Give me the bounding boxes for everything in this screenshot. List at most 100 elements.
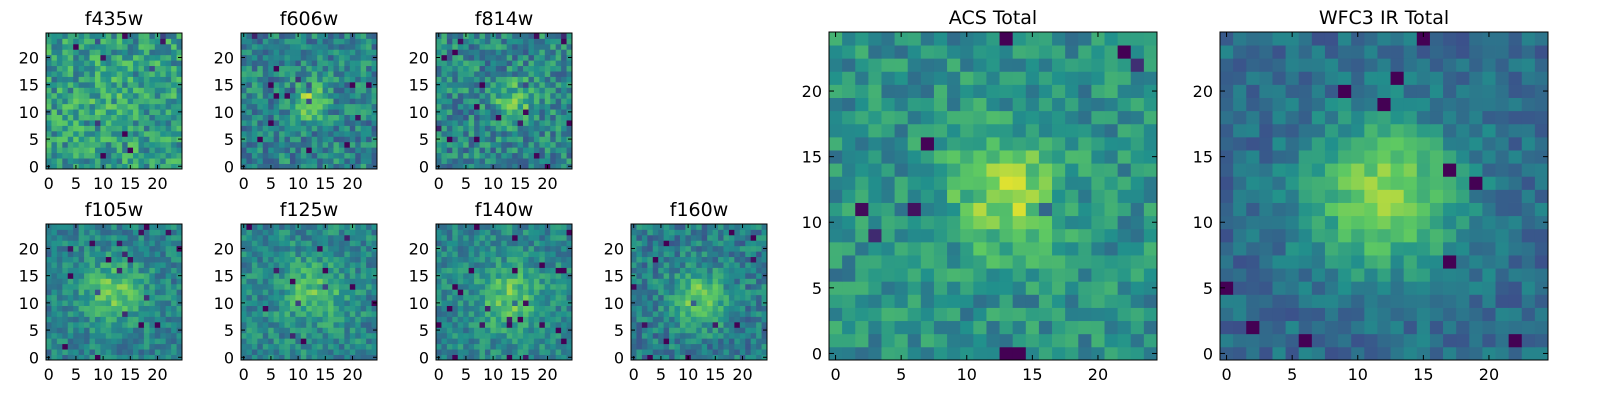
heatmap-cell bbox=[257, 65, 264, 72]
heatmap-cell bbox=[284, 98, 291, 105]
heatmap-cell bbox=[333, 76, 340, 83]
heatmap-cell bbox=[349, 136, 356, 143]
heatmap-cell bbox=[105, 103, 112, 110]
heatmap-cell bbox=[165, 224, 172, 230]
heatmap-cell bbox=[122, 125, 128, 132]
x-tick-label: 10 bbox=[93, 365, 113, 384]
heatmap-cell bbox=[457, 60, 464, 67]
heatmap-cell bbox=[295, 109, 302, 115]
heatmap-cell bbox=[333, 224, 340, 230]
heatmap-cell bbox=[268, 349, 275, 355]
heatmap-cell bbox=[317, 245, 323, 252]
heatmap-cell bbox=[349, 294, 356, 301]
heatmap-cell bbox=[84, 49, 90, 56]
heatmap-cell bbox=[441, 49, 448, 56]
heatmap-cell bbox=[284, 65, 291, 72]
heatmap-cell bbox=[165, 65, 172, 72]
heatmap-cell bbox=[317, 103, 323, 110]
heatmap-cell bbox=[371, 267, 378, 274]
heatmap-cell bbox=[658, 311, 665, 317]
heatmap-cell bbox=[501, 43, 508, 50]
heatmap-cell bbox=[441, 240, 448, 247]
heatmap-cell bbox=[295, 332, 302, 339]
heatmap-cell bbox=[160, 43, 167, 50]
heatmap-cell bbox=[517, 103, 524, 110]
heatmap-cell bbox=[528, 278, 535, 285]
heatmap-cell bbox=[328, 49, 334, 56]
heatmap-cell bbox=[506, 43, 513, 50]
heatmap-cell bbox=[333, 141, 340, 148]
heatmap-cell bbox=[273, 289, 280, 296]
heatmap-cell bbox=[279, 98, 285, 105]
heatmap-cell bbox=[333, 229, 340, 236]
heatmap-cell bbox=[51, 60, 58, 67]
heatmap-cell bbox=[734, 332, 741, 339]
heatmap-cell bbox=[463, 283, 470, 290]
heatmap-cell bbox=[94, 158, 101, 164]
heatmap-cell bbox=[171, 54, 177, 61]
heatmap-cell bbox=[100, 267, 107, 274]
heatmap-cell bbox=[268, 229, 275, 236]
heatmap-cell bbox=[51, 163, 58, 170]
heatmap-cell bbox=[674, 289, 681, 296]
heatmap-cell bbox=[344, 71, 351, 77]
heatmap-cell bbox=[127, 136, 134, 143]
heatmap-cell bbox=[349, 338, 356, 345]
heatmap-cell bbox=[501, 272, 508, 279]
heatmap-cell bbox=[100, 103, 107, 110]
heatmap-cell bbox=[94, 240, 101, 247]
heatmap-cell bbox=[284, 49, 291, 56]
heatmap-cell bbox=[171, 294, 177, 301]
heatmap-cell bbox=[94, 256, 101, 263]
heatmap-cell bbox=[669, 349, 675, 355]
heatmap-cell bbox=[138, 300, 145, 306]
heatmap-cell bbox=[539, 109, 546, 115]
heatmap-cell bbox=[56, 256, 63, 263]
heatmap-cell bbox=[127, 130, 134, 137]
heatmap-cell bbox=[246, 147, 253, 154]
heatmap-cell bbox=[452, 316, 459, 323]
heatmap-cell bbox=[73, 316, 80, 323]
heatmap-cell bbox=[165, 120, 172, 126]
heatmap-cell bbox=[490, 130, 497, 137]
heatmap-cell bbox=[46, 332, 52, 339]
heatmap-cell bbox=[468, 321, 475, 328]
heatmap-cell bbox=[295, 289, 302, 296]
heatmap-cell bbox=[468, 76, 475, 83]
heatmap-cell bbox=[143, 338, 150, 345]
heatmap-cell bbox=[641, 300, 648, 306]
x-tick-label: 5 bbox=[266, 365, 276, 384]
heatmap-cell bbox=[436, 87, 442, 94]
heatmap-cell bbox=[246, 76, 253, 83]
y-tick-label: 0 bbox=[224, 348, 234, 367]
heatmap-cell bbox=[78, 289, 85, 296]
heatmap-cell bbox=[463, 54, 470, 61]
heatmap-cell bbox=[446, 327, 453, 334]
heatmap-cell bbox=[561, 33, 567, 39]
heatmap-cell bbox=[344, 316, 351, 323]
heatmap-cell bbox=[143, 256, 150, 263]
heatmap-cell bbox=[658, 294, 665, 301]
heatmap-cell bbox=[111, 354, 118, 361]
heatmap-cell bbox=[506, 332, 513, 339]
heatmap-cell bbox=[533, 245, 540, 252]
heatmap-cell bbox=[143, 158, 150, 164]
heatmap-cell bbox=[111, 349, 118, 355]
heatmap-cell bbox=[322, 234, 329, 241]
heatmap-cell bbox=[84, 343, 90, 350]
heatmap-cell bbox=[718, 316, 724, 323]
heatmap-cell bbox=[154, 120, 161, 126]
heatmap-cell bbox=[46, 267, 52, 274]
heatmap-cell bbox=[262, 321, 269, 328]
heatmap-cell bbox=[279, 321, 285, 328]
heatmap-cell bbox=[452, 305, 459, 312]
heatmap-cell bbox=[468, 262, 475, 268]
heatmap-cell bbox=[501, 87, 508, 94]
heatmap-cell bbox=[349, 251, 356, 258]
heatmap-cell bbox=[685, 283, 692, 290]
heatmap-cell bbox=[51, 152, 58, 159]
heatmap-cell bbox=[360, 81, 367, 88]
heatmap-cell bbox=[490, 43, 497, 50]
heatmap-cell bbox=[690, 349, 697, 355]
heatmap-cell bbox=[251, 354, 258, 361]
